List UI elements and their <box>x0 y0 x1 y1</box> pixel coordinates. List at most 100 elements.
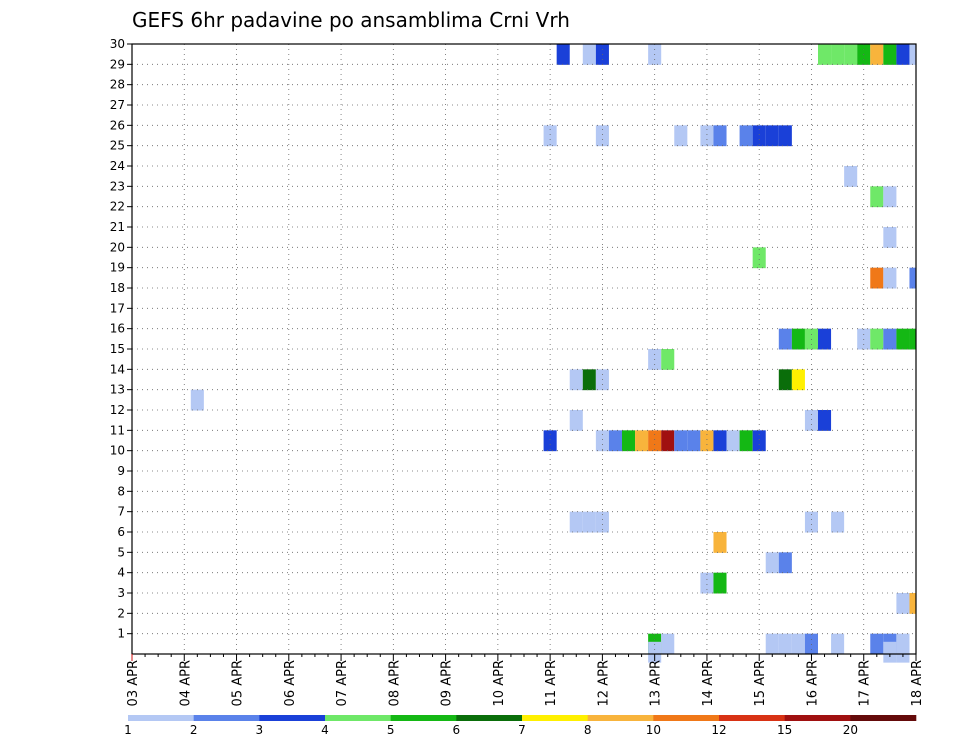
y-tick-label-5: 5 <box>117 545 125 559</box>
precip-cell-33 <box>909 328 916 350</box>
colorbar-swatch-10 <box>784 715 851 721</box>
precip-cell-36 <box>883 267 897 289</box>
precip-cell-63 <box>569 511 583 533</box>
precip-cell-18 <box>569 369 583 391</box>
precip-cell-25 <box>778 328 792 350</box>
precip-cell-45 <box>700 125 714 147</box>
colorbar-swatch-9 <box>719 715 785 721</box>
x-tick-label-8: 11 APR <box>544 660 559 706</box>
y-tick-label-24: 24 <box>110 159 125 173</box>
precip-cell-42 <box>543 125 557 147</box>
precip-cell-32 <box>896 328 910 350</box>
colorbar-swatch-0 <box>128 715 194 721</box>
precip-cell-49 <box>765 125 779 147</box>
data-cells <box>190 44 916 663</box>
precip-cell-51 <box>556 44 570 65</box>
y-tick-label-8: 8 <box>117 484 125 498</box>
x-tick-label-9: 12 APR <box>596 660 611 706</box>
colorbar-label-3: 3 <box>256 723 264 737</box>
precip-cell-57 <box>844 44 858 65</box>
precip-cell-67 <box>831 511 845 533</box>
precip-cell-19 <box>582 369 596 391</box>
precip-cell-56 <box>831 44 845 65</box>
y-tick-label-10: 10 <box>110 444 125 458</box>
colorbar-label-12: 12 <box>711 723 726 737</box>
precip-cell-62 <box>909 44 916 65</box>
y-tick-label-22: 22 <box>110 200 125 214</box>
precip-cell-81 <box>831 633 845 655</box>
colorbar-swatch-8 <box>653 715 720 721</box>
y-tick-label-30: 30 <box>110 37 125 51</box>
precip-cell-9 <box>700 430 714 452</box>
y-tick-label-28: 28 <box>110 78 125 92</box>
y-tick-label-1: 1 <box>117 627 125 641</box>
precip-cell-35 <box>870 267 884 289</box>
y-tick-label-17: 17 <box>110 301 125 315</box>
y-tick-label-3: 3 <box>117 586 125 600</box>
precip-cell-3 <box>622 430 636 452</box>
precip-cell-21 <box>778 369 792 391</box>
colorbar-label-20: 20 <box>843 723 858 737</box>
precip-cell-34 <box>752 247 766 269</box>
x-tick-label-2: 05 APR <box>231 660 246 706</box>
precip-cell-43 <box>595 125 609 147</box>
precip-cell-60 <box>883 44 897 65</box>
precip-cell-4 <box>635 430 649 452</box>
x-tick-label-15: 18 APR <box>910 660 925 706</box>
precip-cell-61 <box>896 44 910 65</box>
y-tick-label-14: 14 <box>110 362 125 376</box>
precip-cell-5 <box>648 430 662 452</box>
precip-cell-69 <box>765 552 779 574</box>
precip-cell-12 <box>739 430 753 452</box>
colorbar-swatch-3 <box>325 715 391 721</box>
colorbar-label-6: 6 <box>453 723 461 737</box>
colorbar-label-15: 15 <box>777 723 792 737</box>
precip-cell-47 <box>739 125 753 147</box>
y-tick-label-19: 19 <box>110 261 125 275</box>
precip-cell-50 <box>778 125 792 147</box>
x-tick-label-10: 13 APR <box>649 660 664 706</box>
y-tick-label-15: 15 <box>110 342 125 356</box>
precip-cell-11 <box>726 430 740 452</box>
colorbar-swatch-7 <box>587 715 654 721</box>
colorbar-label-7: 7 <box>518 723 526 737</box>
x-tick-label-6: 09 APR <box>440 660 455 706</box>
precip-cell-82 <box>870 633 884 655</box>
precip-cell-46 <box>713 125 727 147</box>
precip-cell-6 <box>661 430 675 452</box>
precip-cell-74 <box>909 593 916 614</box>
precip-cell-52 <box>582 44 596 65</box>
precip-cell-68 <box>713 532 727 553</box>
colorbar-label-5: 5 <box>387 723 395 737</box>
y-tick-label-21: 21 <box>110 220 125 234</box>
precip-cell-85 <box>648 641 662 663</box>
precip-cell-30 <box>870 328 884 350</box>
precip-cell-16 <box>818 410 832 431</box>
precip-cell-86 <box>883 641 897 663</box>
x-tick-label-0: 03 APR <box>126 660 141 706</box>
precip-cell-78 <box>778 633 792 655</box>
precip-cell-55 <box>818 44 832 65</box>
precip-cell-1 <box>595 430 609 452</box>
y-tick-label-9: 9 <box>117 464 125 478</box>
precip-cell-41 <box>844 166 858 187</box>
x-tick-label-13: 16 APR <box>805 660 820 706</box>
precip-cell-7 <box>674 430 688 452</box>
precip-cell-59 <box>870 44 884 65</box>
y-tick-label-6: 6 <box>117 525 125 539</box>
precip-cell-48 <box>752 125 766 147</box>
x-tick-label-12: 15 APR <box>753 660 768 706</box>
y-tick-label-26: 26 <box>110 118 125 132</box>
precip-cell-10 <box>713 430 727 452</box>
colorbar-label-2: 2 <box>190 723 198 737</box>
precip-cell-38 <box>883 227 897 248</box>
colorbar-swatch-5 <box>456 715 523 721</box>
y-tick-label-7: 7 <box>117 505 125 519</box>
precip-cell-24 <box>661 349 675 370</box>
colorbar: 1 2 3 4 5 6 7 8 10 12 15 20 <box>124 715 917 737</box>
precip-cell-76 <box>661 633 675 655</box>
x-tick-label-1: 04 APR <box>178 660 193 706</box>
colorbar-swatch-1 <box>193 715 260 721</box>
y-tick-label-13: 13 <box>110 383 125 397</box>
